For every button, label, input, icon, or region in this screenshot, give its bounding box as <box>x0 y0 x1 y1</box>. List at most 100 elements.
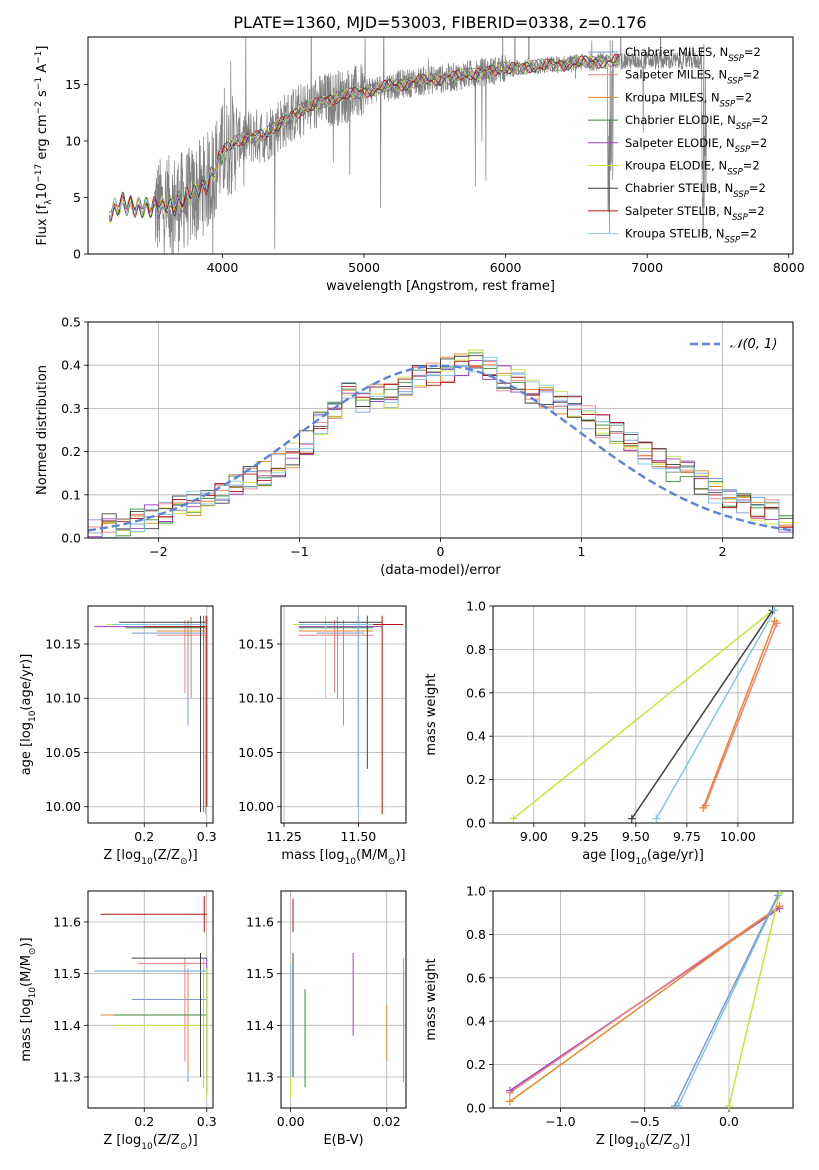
x-tick-label: 9.50 <box>622 829 650 844</box>
legend-label: Chabrier MILES, NSSP=2 <box>625 45 761 64</box>
y-axis-label-part: s <box>35 90 50 101</box>
axes-residuals: −2 −1 0 1 2 0.0 0.1 0.2 0.3 0.4 0.5 (data-model)/er… <box>35 315 794 578</box>
y-axis-label-part: mass [log <box>19 998 34 1061</box>
data-spectrum <box>154 37 707 254</box>
axes-frame <box>492 605 794 824</box>
x-axis-label-part: Z [log <box>103 848 141 863</box>
legend-label: Chabrier ELODIE, NSSP=2 <box>625 113 768 132</box>
x-axis-label-part: ⊙ <box>672 1142 680 1152</box>
y-axis-label-part: 10 <box>28 987 38 999</box>
model-spectrum-7 <box>108 54 620 222</box>
y-tick-label: 0.2 <box>61 444 81 459</box>
x-tick-label: 0.02 <box>373 1114 401 1129</box>
y-axis-label-part: ⊙ <box>28 948 38 956</box>
x-axis-label-part: ⊙ <box>388 857 396 867</box>
weight-line-2 <box>509 905 780 1094</box>
y-tick-label: 0.6 <box>466 970 486 985</box>
y-tick-label: 0.4 <box>61 358 81 373</box>
y-tick-label: 11.5 <box>53 966 81 981</box>
legend-label: Kroupa MILES, NSSP=2 <box>625 90 752 109</box>
plot-area-weight-vs-Z <box>493 891 793 1108</box>
x-axis-label-part: ⊙ <box>180 1142 188 1152</box>
x-axis-label-part: 10 <box>141 857 153 867</box>
model-spectrum-9 <box>108 54 620 221</box>
legend-label-part: SSP <box>727 168 743 178</box>
residual-histogram-9 <box>88 356 793 538</box>
y-tick-label: 10.10 <box>45 691 81 706</box>
y-axis-label: age [log10(age/yr)] <box>19 654 38 776</box>
x-tick-label: −0.5 <box>630 1114 660 1129</box>
y-tick-label: 0.8 <box>466 642 486 657</box>
x-axis-label: E(B-V) <box>323 1133 363 1148</box>
x-axis-label-part: )] <box>188 848 198 863</box>
axes-frame <box>87 321 794 539</box>
x-axis-label: age [log10(age/yr)] <box>582 848 704 867</box>
axes-frame <box>87 890 214 1109</box>
axes-weight-vs-age: 9.00 9.25 9.50 9.75 10.00 0.0 0.2 0.4 0.6 0.8 1.0 a… <box>424 599 794 867</box>
legend-label-part: Kroupa MILES, N <box>625 90 720 104</box>
x-axis-label-part: )] <box>680 1133 690 1148</box>
y-tick-label: 10.10 <box>238 691 274 706</box>
legend-label-part: SSP <box>728 54 744 64</box>
plot-area-mass-vs-Z <box>88 891 213 1108</box>
weight-line-3 <box>655 609 776 820</box>
axes-weight-vs-Z: −1.0 −0.5 0.0 0.0 0.2 0.4 0.6 0.8 1.0 Z [log10(Z/… <box>424 884 794 1152</box>
y-tick-label: 0.5 <box>61 315 81 330</box>
x-tick-label: 11.25 <box>266 829 302 844</box>
y-tick-label: 0.4 <box>466 1014 486 1029</box>
x-tick-label: −1 <box>290 544 308 559</box>
plot-area-mass-vs-EBV <box>281 891 406 1108</box>
y-tick-label: 0.0 <box>466 816 486 831</box>
weight-line-4 <box>677 892 781 1107</box>
y-axis-label-part: −1 <box>34 77 44 90</box>
x-axis-label-part: ⊙ <box>180 857 188 867</box>
y-tick-label: 0.0 <box>466 1101 486 1116</box>
x-tick-label: 9.75 <box>673 829 701 844</box>
x-axis-label-part: (Z/Z <box>153 848 180 863</box>
legend-label: 𝒩(0, 1) <box>730 337 777 352</box>
legend-label-part: Chabrier STELIB, N <box>625 181 733 195</box>
legend-label: Kroupa STELIB, NSSP=2 <box>625 227 757 246</box>
x-tick-label: 10.00 <box>720 829 756 844</box>
y-tick-label: 10.00 <box>45 799 81 814</box>
x-tick-label: 0.3 <box>197 829 217 844</box>
legend-residuals: 𝒩(0, 1) <box>690 337 777 352</box>
legend-label: Kroupa ELODIE, NSSP=2 <box>625 159 760 178</box>
y-tick-label: 10.05 <box>238 745 274 760</box>
y-axis-label-part: Flux [f <box>35 204 50 245</box>
x-axis-label: Z [log10(Z/Z⊙)] <box>596 1133 690 1152</box>
residual-histogram-7 <box>88 355 793 538</box>
legend-label-part: Chabrier ELODIE, N <box>625 113 736 127</box>
weight-line-4 <box>704 623 778 806</box>
y-tick-label: 15 <box>65 77 81 92</box>
axes-frame <box>492 890 794 1109</box>
y-axis-label-part: λ <box>44 199 54 205</box>
x-axis-label: (data-model)/error <box>380 563 501 578</box>
plot-area-age-vs-mass <box>281 606 406 823</box>
y-tick-label: 5 <box>73 190 81 205</box>
axes-frame <box>280 605 407 824</box>
legend-label-part: =2 <box>751 113 768 127</box>
y-tick-label: 0.3 <box>61 401 81 416</box>
weight-line-6 <box>728 893 781 1106</box>
legend-label-part: SSP <box>732 213 748 223</box>
x-axis-label: Z [log10(Z/Z⊙)] <box>103 1133 197 1152</box>
y-tick-label: 11.6 <box>53 915 81 930</box>
y-tick-label: 0.2 <box>466 1057 486 1072</box>
weight-line-1 <box>512 609 774 820</box>
x-axis-label-part: )] <box>395 848 405 863</box>
x-axis-label-part: (M/M <box>356 848 388 863</box>
weight-line-3 <box>509 905 780 1103</box>
legend-label-part: Salpeter ELODIE, N <box>625 136 735 150</box>
x-tick-label: 4000 <box>207 260 239 275</box>
legend-label-part: Kroupa STELIB, N <box>625 227 725 241</box>
axes-frame <box>280 890 407 1109</box>
y-tick-label: 0.4 <box>466 729 486 744</box>
x-axis-label-part: age [log <box>582 848 635 863</box>
x-tick-label: 0.3 <box>197 1114 217 1129</box>
axes-frame <box>87 605 214 824</box>
legend-label-part: SSP <box>725 236 741 246</box>
legend-label-part: Salpeter STELIB, N <box>625 204 732 218</box>
